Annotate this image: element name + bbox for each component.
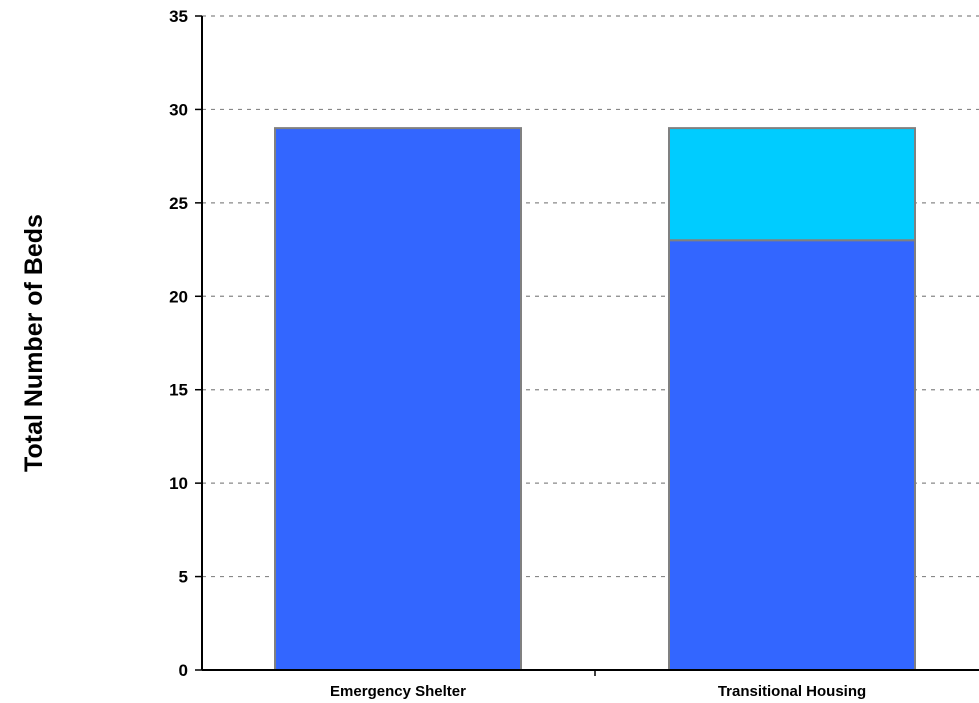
y-tick-label: 0: [179, 661, 188, 680]
bar-segment-1: [668, 239, 916, 671]
y-tick-labels: 0 5 10 15 20 25 30 35: [169, 7, 202, 680]
axes: [201, 16, 979, 671]
bars: [274, 127, 916, 672]
y-tick-label: 35: [169, 7, 188, 26]
y-tick-label: 10: [169, 474, 188, 493]
bar-segment-1: [274, 127, 522, 672]
x-category-labels: Emergency Shelter Transitional Housing: [330, 670, 866, 700]
x-category-label: Transitional Housing: [718, 683, 866, 700]
y-axis-title: Total Number of Beds: [20, 214, 48, 472]
y-tick-label: 5: [179, 568, 188, 587]
y-tick-label: 25: [169, 194, 188, 213]
y-tick-label: 30: [169, 100, 188, 119]
y-tick-label: 20: [169, 287, 188, 306]
y-tick-label: 15: [169, 381, 188, 400]
bar-segment-2: [668, 127, 916, 242]
x-category-label: Emergency Shelter: [330, 683, 466, 700]
